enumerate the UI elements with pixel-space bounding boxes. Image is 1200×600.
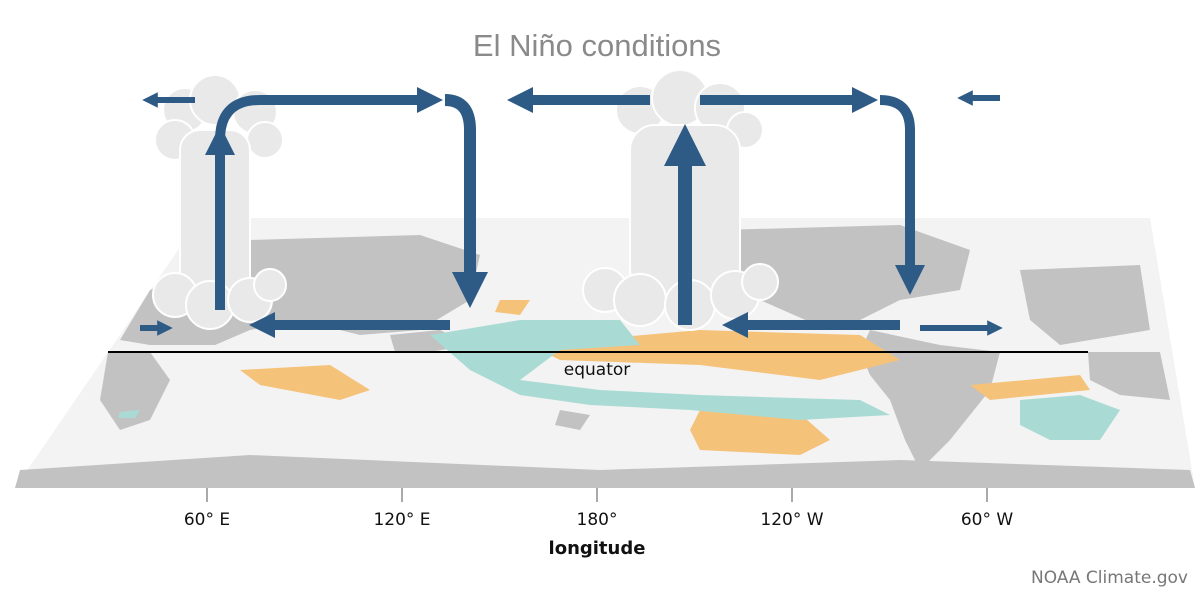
credit: NOAA Climate.gov xyxy=(1031,568,1188,588)
convection-clouds xyxy=(152,69,779,331)
axis-label: longitude xyxy=(549,538,646,559)
equator-label: equator xyxy=(564,360,631,380)
longitude-axis: 60° E 120° E 180° 120° W 60° W longitude xyxy=(184,488,1013,559)
tick-label: 60° E xyxy=(184,510,230,530)
tick-label: 120° W xyxy=(760,510,823,530)
walker-circulation xyxy=(140,87,1003,338)
title: El Niño conditions xyxy=(473,28,721,63)
tick-label: 60° W xyxy=(961,510,1014,530)
tick-label: 180° xyxy=(577,510,618,530)
tick-label: 120° E xyxy=(373,510,430,530)
